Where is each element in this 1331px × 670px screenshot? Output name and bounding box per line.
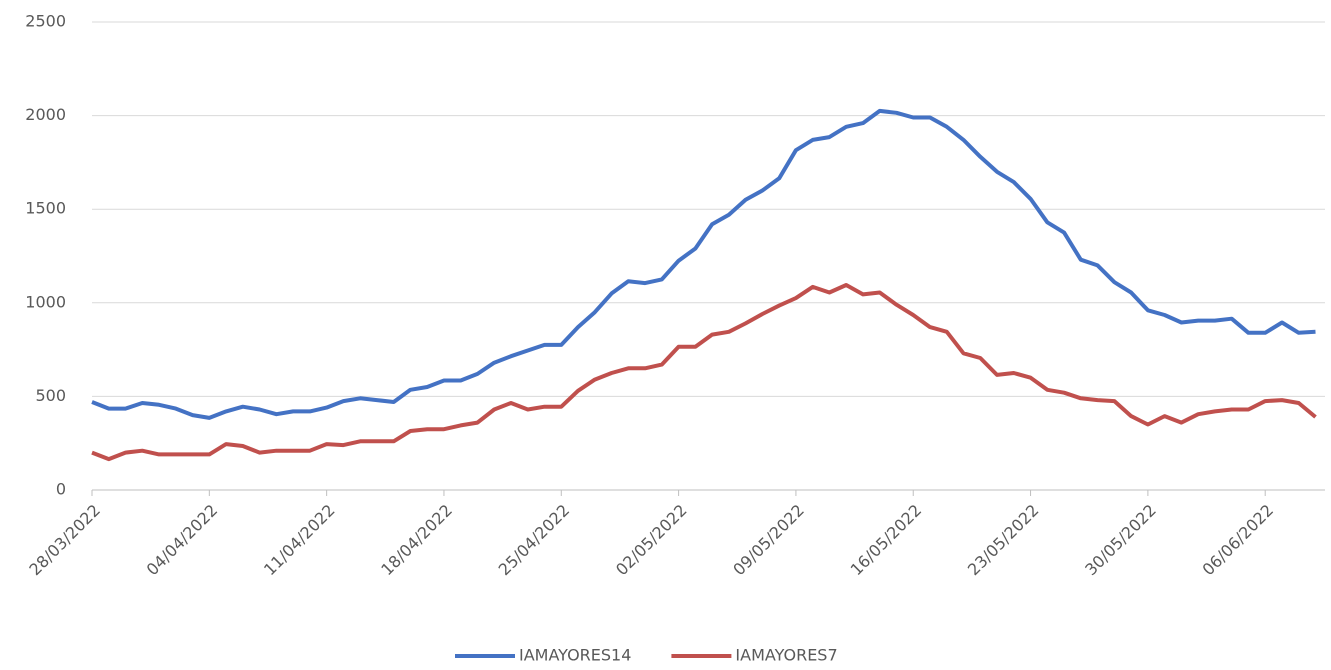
y-tick-label: 2500 [25,12,66,31]
legend-label: IAMAYORES7 [735,646,837,665]
x-tick-label: 16/05/2022 [847,501,926,580]
x-tick-label: 23/05/2022 [964,501,1043,580]
x-tick-label: 28/03/2022 [25,501,104,580]
legend-label: IAMAYORES14 [519,646,631,665]
series-line [91,108,1316,420]
legend-item: IAMAYORES14 [455,646,631,665]
y-tick-label: 500 [35,386,66,405]
y-tick-label: 1500 [25,199,66,218]
series-line [91,283,1317,462]
y-tick-label: 1000 [25,292,66,311]
x-tick-label: 02/05/2022 [612,501,691,580]
x-tick-label: 04/04/2022 [143,501,222,580]
x-tick-label: 25/04/2022 [495,501,574,580]
legend-item: IAMAYORES7 [671,646,838,665]
x-tick-label: 30/05/2022 [1081,501,1160,580]
y-tick-label: 0 [56,480,66,499]
x-tick-label: 09/05/2022 [729,501,808,580]
x-tick-label: 06/06/2022 [1199,501,1278,580]
y-tick-label: 2000 [25,105,66,124]
x-tick-label: 18/04/2022 [377,501,456,580]
x-tick-label: 11/04/2022 [260,501,339,580]
